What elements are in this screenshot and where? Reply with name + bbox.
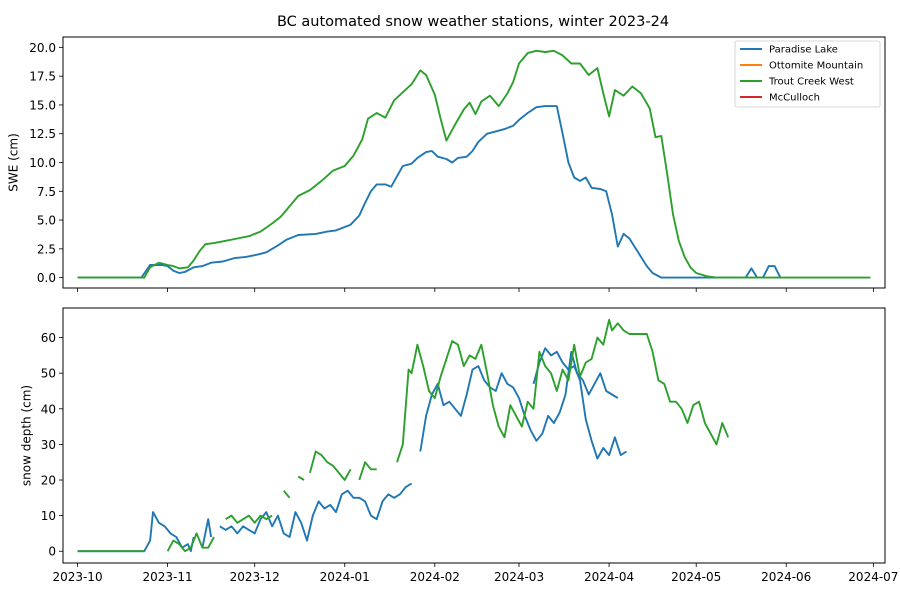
y-tick-label: 0.0 [37, 271, 56, 285]
y-tick-label: 50 [41, 367, 56, 381]
legend-entry: McCulloch [740, 93, 820, 104]
swe-panel: 0.0 2.5 5.0 7.5 10.0 12.5 15.0 17.5 20.0 SWE (cm… [7, 36, 886, 292]
y-tick-label: 20 [41, 474, 56, 488]
legend-label-mcculloch: McCulloch [769, 93, 820, 104]
y-tick-label: 30 [41, 438, 56, 452]
y-tick-label: 7.5 [37, 185, 56, 199]
x-tick-label: 2024-04 [584, 570, 634, 584]
series-line-trout-creek-west [77, 49, 871, 279]
legend-entry: Trout Creek West [740, 77, 854, 88]
x-tick-label: 2023-10 [52, 570, 102, 584]
legend-entry: Ottomite Mountain [740, 61, 863, 72]
chart-title: BC automated snow weather stations, wint… [277, 14, 669, 30]
snow-depth-panel: 0 10 20 30 40 50 60 2023-10 2023-11 2023-12 2024-… [20, 307, 898, 584]
y-tick-label: 20.0 [29, 41, 56, 55]
depth-series-group [77, 318, 730, 553]
legend-label-trout-creek-west: Trout Creek West [768, 77, 854, 88]
series-line-paradise-lake [219, 482, 413, 542]
swe-y-axis-label: SWE (cm) [7, 133, 21, 192]
y-tick-label: 12.5 [29, 127, 56, 141]
x-axis: 2023-10 2023-11 2023-12 2024-01 2024-02 2024-… [52, 563, 898, 584]
x-tick-label: 2024-05 [671, 570, 721, 584]
legend-entry: Paradise Lake [740, 45, 838, 56]
x-tick-label: 2023-12 [230, 570, 280, 584]
x-tick-label: 2023-11 [142, 570, 192, 584]
x-tick-label: 2024-01 [320, 570, 370, 584]
legend-label-ottomite-mountain: Ottomite Mountain [769, 61, 863, 72]
series-line-paradise-lake [77, 511, 195, 553]
legend-box [734, 40, 881, 108]
depth-plot-frame [62, 307, 886, 564]
x-tick-label: 2024-06 [761, 570, 811, 584]
series-line-trout-creek-west [358, 461, 377, 481]
swe-series-group [77, 49, 871, 279]
series-line-paradise-lake [77, 105, 782, 279]
x-tick-label: 2024-02 [410, 570, 460, 584]
series-line-trout-creek-west [166, 532, 215, 553]
series-line-trout-creek-west [308, 450, 352, 481]
x-tick-label: 2024-07 [848, 570, 898, 584]
swe-x-ticks [77, 288, 874, 292]
y-tick-label: 17.5 [29, 70, 56, 84]
series-line-trout-creek-west [282, 490, 291, 499]
y-tick-label: 40 [41, 402, 56, 416]
depth-y-axis: 0 10 20 30 40 50 60 [41, 331, 63, 559]
swe-plot-frame [62, 36, 886, 289]
y-tick-label: 10.0 [29, 156, 56, 170]
series-line-trout-creek-west [297, 475, 305, 481]
series-line-trout-creek-west [396, 318, 730, 463]
y-tick-label: 0 [48, 545, 56, 559]
series-line-paradise-lake [419, 350, 619, 452]
y-tick-label: 5.0 [37, 214, 56, 228]
series-line-paradise-lake [201, 518, 213, 548]
swe-y-axis: 0.0 2.5 5.0 7.5 10.0 12.5 15.0 17.5 20.0 [29, 41, 63, 285]
series-line-trout-creek-west [225, 514, 273, 524]
y-tick-label: 2.5 [37, 242, 56, 256]
legend-label-paradise-lake: Paradise Lake [769, 45, 838, 56]
y-tick-label: 15.0 [29, 98, 56, 112]
x-tick-label: 2024-03 [494, 570, 544, 584]
legend: Paradise Lake Ottomite Mountain Trout Cr… [734, 40, 881, 108]
depth-y-axis-label: snow depth (cm) [20, 385, 34, 486]
y-tick-label: 10 [41, 509, 56, 523]
series-line-paradise-lake [532, 347, 628, 460]
y-tick-label: 60 [41, 331, 56, 345]
